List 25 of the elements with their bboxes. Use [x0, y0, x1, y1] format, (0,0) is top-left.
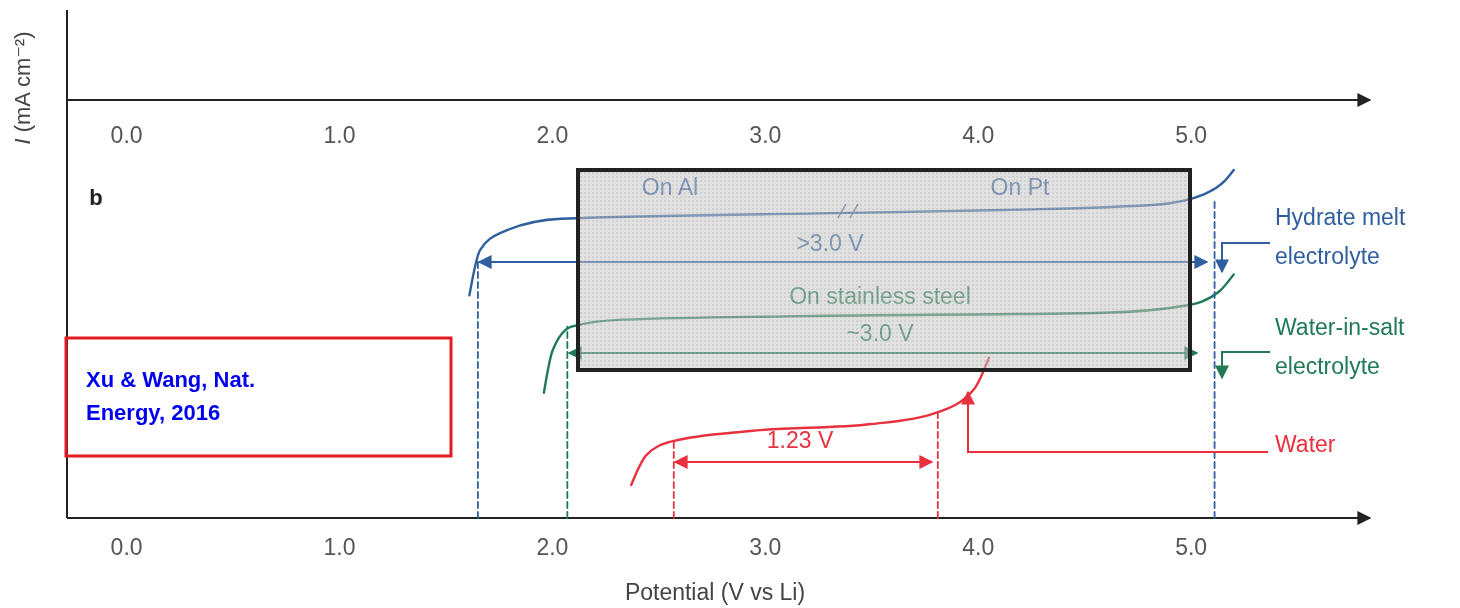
x2-tick-label: 0.0 [110, 122, 143, 148]
x-tick-label: 5.0 [1175, 534, 1208, 560]
annotation: On Pt [990, 174, 1051, 200]
annotation: >3.0 V [796, 230, 865, 256]
x2-tick-label: 3.0 [749, 122, 782, 148]
text: Water [1275, 431, 1336, 457]
x-tick-label: 4.0 [962, 534, 995, 560]
annotation: On stainless steel [789, 283, 971, 309]
text: Hydrate melt electrolyte [1275, 204, 1406, 269]
annotation: b [89, 185, 103, 210]
y-axis-title: I (mA cm⁻²) [10, 31, 35, 145]
annotation: Xu & Wang, Nat. Energy, 2016 [86, 367, 256, 425]
x2-tick-label: 5.0 [1175, 122, 1208, 148]
x2-tick-label: 2.0 [536, 122, 569, 148]
x2-tick-label: 1.0 [323, 122, 356, 148]
x-tick-label: 3.0 [749, 534, 782, 560]
annotation: ~3.0 V [846, 320, 915, 346]
text: Water-in-salt electrolyte [1275, 314, 1406, 379]
annotation: 1.23 V [766, 427, 834, 453]
x-tick-label: 1.0 [323, 534, 356, 560]
x-axis-title: Potential (V vs Li) [624, 579, 806, 605]
annotation: On Al [641, 174, 699, 200]
x-tick-label: 2.0 [536, 534, 569, 560]
x-tick-label: 0.0 [110, 534, 143, 560]
x2-tick-label: 4.0 [962, 122, 995, 148]
